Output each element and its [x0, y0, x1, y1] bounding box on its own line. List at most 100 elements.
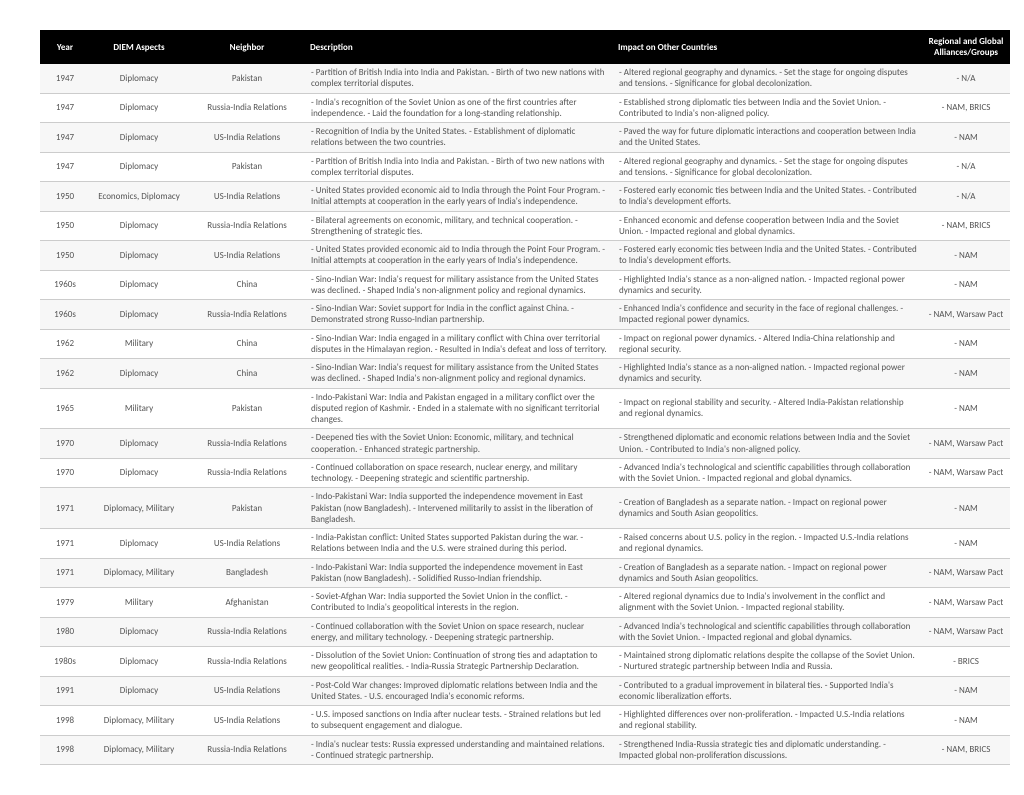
- cell: - NAM, Warsaw Pact: [922, 558, 1010, 588]
- cell: US-India Relations: [188, 123, 306, 153]
- cell: - NAM, Warsaw Pact: [922, 458, 1010, 488]
- cell: 1947: [40, 93, 90, 123]
- cell: Diplomacy, Military: [90, 735, 188, 765]
- cell: Russia-India Relations: [188, 300, 306, 330]
- cell: Afghanistan: [188, 588, 306, 618]
- cell: 1998: [40, 706, 90, 736]
- cell: Diplomacy: [90, 241, 188, 271]
- cell: - Highlighted differences over non-proli…: [614, 706, 922, 736]
- cell: Pakistan: [188, 488, 306, 529]
- cell: 1980s: [40, 647, 90, 677]
- cell: 1960s: [40, 270, 90, 300]
- table-row: 1971Diplomacy, MilitaryBangladesh- Indo-…: [40, 558, 1010, 588]
- cell: 1947: [40, 123, 90, 153]
- cell: Diplomacy: [90, 617, 188, 647]
- col-header-0: Year: [40, 30, 90, 64]
- cell: Diplomacy: [90, 676, 188, 706]
- cell: - Partition of British India into India …: [306, 152, 614, 182]
- cell: - Sino-Indian War: Soviet support for In…: [306, 300, 614, 330]
- cell: 1947: [40, 152, 90, 182]
- cell: Diplomacy, Military: [90, 558, 188, 588]
- cell: - NAM, BRICS: [922, 93, 1010, 123]
- cell: Diplomacy: [90, 359, 188, 389]
- cell: Bangladesh: [188, 558, 306, 588]
- cell: - NAM, BRICS: [922, 735, 1010, 765]
- cell: Diplomacy: [90, 211, 188, 241]
- cell: US-India Relations: [188, 182, 306, 212]
- cell: - Indo-Pakistani War: India supported th…: [306, 488, 614, 529]
- cell: - Creation of Bangladesh as a separate n…: [614, 558, 922, 588]
- cell: Russia-India Relations: [188, 458, 306, 488]
- cell: Pakistan: [188, 152, 306, 182]
- cell: Diplomacy: [90, 93, 188, 123]
- cell: China: [188, 270, 306, 300]
- cell: - NAM: [922, 329, 1010, 359]
- cell: 1991: [40, 676, 90, 706]
- col-header-1: DIEM Aspects: [90, 30, 188, 64]
- cell: - Impact on regional stability and secur…: [614, 388, 922, 429]
- cell: - Advanced India's technological and sci…: [614, 458, 922, 488]
- cell: Russia-India Relations: [188, 93, 306, 123]
- cell: - N/A: [922, 64, 1010, 93]
- cell: 1970: [40, 458, 90, 488]
- cell: - Fostered early economic ties between I…: [614, 241, 922, 271]
- cell: 1971: [40, 488, 90, 529]
- cell: - NAM: [922, 270, 1010, 300]
- cell: - India's nuclear tests: Russia expresse…: [306, 735, 614, 765]
- cell: - Highlighted India's stance as a non-al…: [614, 270, 922, 300]
- cell: - Contributed to a gradual improvement i…: [614, 676, 922, 706]
- cell: Diplomacy: [90, 647, 188, 677]
- cell: - Raised concerns about U.S. policy in t…: [614, 529, 922, 559]
- table-row: 1947DiplomacyUS-India Relations- Recogni…: [40, 123, 1010, 153]
- table-row: 1970DiplomacyRussia-India Relations- Dee…: [40, 429, 1010, 459]
- cell: Diplomacy: [90, 529, 188, 559]
- cell: - Fostered early economic ties between I…: [614, 182, 922, 212]
- table-row: 1980sDiplomacyRussia-India Relations- Di…: [40, 647, 1010, 677]
- cell: 1950: [40, 241, 90, 271]
- col-header-5: Regional and Global Alliances/Groups: [922, 30, 1010, 64]
- cell: - NAM, BRICS: [922, 211, 1010, 241]
- cell: - Strengthened India-Russia strategic ti…: [614, 735, 922, 765]
- cell: Russia-India Relations: [188, 735, 306, 765]
- cell: - India's recognition of the Soviet Unio…: [306, 93, 614, 123]
- cell: 1962: [40, 359, 90, 389]
- cell: - NAM: [922, 529, 1010, 559]
- cell: Diplomacy, Military: [90, 706, 188, 736]
- table-row: 1947DiplomacyPakistan- Partition of Brit…: [40, 152, 1010, 182]
- cell: - Continued collaboration with the Sovie…: [306, 617, 614, 647]
- cell: - Maintained strong diplomatic relations…: [614, 647, 922, 677]
- col-header-2: Neighbor: [188, 30, 306, 64]
- cell: - Enhanced economic and defense cooperat…: [614, 211, 922, 241]
- cell: - Bilateral agreements on economic, mili…: [306, 211, 614, 241]
- cell: 1962: [40, 329, 90, 359]
- cell: Diplomacy: [90, 458, 188, 488]
- table-row: 1960sDiplomacyChina- Sino-Indian War: In…: [40, 270, 1010, 300]
- cell: 1970: [40, 429, 90, 459]
- cell: - United States provided economic aid to…: [306, 241, 614, 271]
- table-body: 1947DiplomacyPakistan- Partition of Brit…: [40, 64, 1010, 765]
- table-row: 1950DiplomacyUS-India Relations- United …: [40, 241, 1010, 271]
- cell: China: [188, 359, 306, 389]
- cell: 1998: [40, 735, 90, 765]
- cell: Diplomacy, Military: [90, 488, 188, 529]
- cell: Russia-India Relations: [188, 211, 306, 241]
- cell: Pakistan: [188, 64, 306, 93]
- cell: - NAM: [922, 706, 1010, 736]
- table-row: 1962DiplomacyChina- Sino-Indian War: Ind…: [40, 359, 1010, 389]
- cell: - Deepened ties with the Soviet Union: E…: [306, 429, 614, 459]
- cell: - NAM, Warsaw Pact: [922, 300, 1010, 330]
- cell: Diplomacy: [90, 152, 188, 182]
- cell: - Altered regional geography and dynamic…: [614, 152, 922, 182]
- cell: Russia-India Relations: [188, 429, 306, 459]
- table-row: 1950Economics, DiplomacyUS-India Relatio…: [40, 182, 1010, 212]
- cell: - NAM: [922, 359, 1010, 389]
- cell: Diplomacy: [90, 300, 188, 330]
- table-row: 1960sDiplomacyRussia-India Relations- Si…: [40, 300, 1010, 330]
- cell: 1979: [40, 588, 90, 618]
- cell: 1971: [40, 529, 90, 559]
- table-row: 1991DiplomacyUS-India Relations- Post-Co…: [40, 676, 1010, 706]
- cell: - Established strong diplomatic ties bet…: [614, 93, 922, 123]
- cell: Diplomacy: [90, 123, 188, 153]
- col-header-3: Description: [306, 30, 614, 64]
- cell: - NAM: [922, 388, 1010, 429]
